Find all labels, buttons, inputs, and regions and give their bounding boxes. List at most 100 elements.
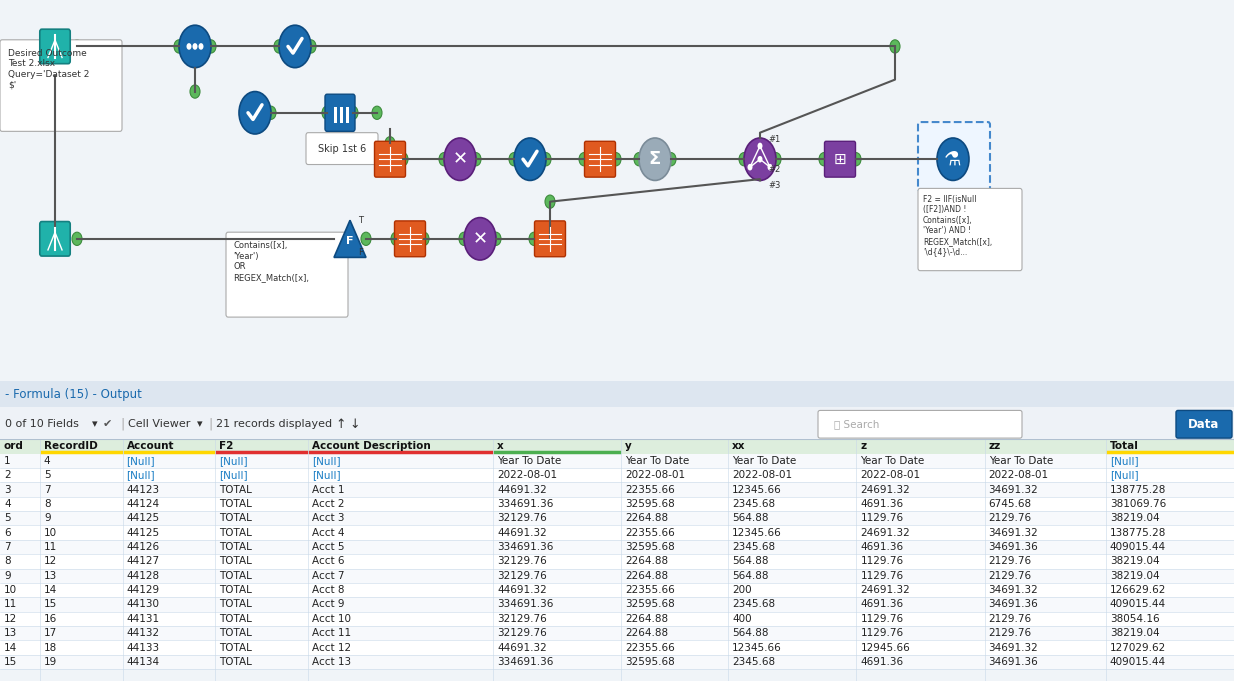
- Text: 2: 2: [4, 470, 11, 480]
- Text: 44133: 44133: [127, 643, 159, 652]
- Circle shape: [274, 39, 284, 53]
- Text: 2264.88: 2264.88: [626, 614, 669, 624]
- Text: #1: #1: [768, 135, 780, 144]
- Circle shape: [439, 153, 449, 166]
- Text: 32595.68: 32595.68: [626, 599, 675, 609]
- Text: 38219.04: 38219.04: [1109, 628, 1160, 638]
- Text: 2264.88: 2264.88: [626, 556, 669, 567]
- Text: [Null]: [Null]: [220, 456, 248, 466]
- Text: Year To Date: Year To Date: [626, 456, 690, 466]
- Text: Acct 13: Acct 13: [312, 657, 350, 667]
- Text: 44691.32: 44691.32: [497, 585, 547, 595]
- Circle shape: [758, 142, 763, 149]
- Bar: [0, 482, 1234, 496]
- Text: 13: 13: [4, 628, 17, 638]
- Text: 2129.76: 2129.76: [988, 571, 1032, 581]
- Text: |: |: [120, 417, 125, 431]
- Bar: [341, 108, 343, 123]
- Text: 1129.76: 1129.76: [860, 628, 903, 638]
- Text: ↑: ↑: [334, 417, 346, 431]
- Text: 2345.68: 2345.68: [732, 599, 775, 609]
- Text: Data: Data: [1188, 417, 1219, 431]
- Text: Year To Date: Year To Date: [732, 456, 796, 466]
- Text: TOTAL: TOTAL: [220, 571, 252, 581]
- Text: Acct 12: Acct 12: [312, 643, 350, 652]
- Circle shape: [420, 232, 429, 245]
- Circle shape: [471, 153, 481, 166]
- Text: ⊞: ⊞: [834, 152, 847, 167]
- Text: [Null]: [Null]: [1109, 470, 1139, 480]
- Circle shape: [348, 106, 358, 119]
- Text: 1129.76: 1129.76: [860, 556, 903, 567]
- Circle shape: [267, 106, 276, 119]
- Text: ▾: ▾: [93, 419, 97, 429]
- Text: 2129.76: 2129.76: [988, 614, 1032, 624]
- FancyBboxPatch shape: [585, 141, 616, 177]
- Text: [Null]: [Null]: [312, 456, 341, 466]
- FancyBboxPatch shape: [1176, 411, 1232, 438]
- Text: Acct 2: Acct 2: [312, 499, 344, 509]
- Text: 38219.04: 38219.04: [1109, 571, 1160, 581]
- Text: 9: 9: [44, 513, 51, 523]
- Text: 4691.36: 4691.36: [860, 599, 903, 609]
- FancyBboxPatch shape: [226, 232, 348, 317]
- Text: 564.88: 564.88: [732, 571, 769, 581]
- Text: 2264.88: 2264.88: [626, 571, 669, 581]
- Text: RecordID: RecordID: [44, 441, 97, 452]
- Text: 2129.76: 2129.76: [988, 628, 1032, 638]
- Text: 7: 7: [4, 542, 11, 552]
- Text: - Formula (15) - Output: - Formula (15) - Output: [5, 388, 142, 402]
- Text: F2: F2: [220, 441, 233, 452]
- Text: F: F: [358, 248, 363, 257]
- Text: 34691.32: 34691.32: [988, 643, 1038, 652]
- Text: 4: 4: [44, 456, 51, 466]
- FancyBboxPatch shape: [395, 221, 426, 257]
- Text: 32129.76: 32129.76: [497, 614, 547, 624]
- Text: 2022-08-01: 2022-08-01: [988, 470, 1049, 480]
- Text: 2264.88: 2264.88: [626, 628, 669, 638]
- Text: zz: zz: [988, 441, 1001, 452]
- Circle shape: [399, 153, 408, 166]
- Text: 38219.04: 38219.04: [1109, 556, 1160, 567]
- Bar: [346, 108, 349, 123]
- Text: 32129.76: 32129.76: [497, 628, 547, 638]
- Text: 2022-08-01: 2022-08-01: [732, 470, 792, 480]
- Text: TOTAL: TOTAL: [220, 513, 252, 523]
- Circle shape: [190, 85, 200, 98]
- Circle shape: [748, 164, 753, 170]
- Text: Cell Viewer: Cell Viewer: [128, 419, 190, 429]
- Text: 19: 19: [44, 657, 57, 667]
- Text: 12345.66: 12345.66: [732, 528, 782, 537]
- Text: TOTAL: TOTAL: [220, 628, 252, 638]
- Text: 22355.66: 22355.66: [626, 643, 675, 652]
- Polygon shape: [334, 220, 366, 257]
- Text: Acct 3: Acct 3: [312, 513, 344, 523]
- Text: ✕: ✕: [473, 229, 487, 248]
- Bar: [0, 597, 1234, 612]
- Text: 2264.88: 2264.88: [626, 513, 669, 523]
- Text: 6745.68: 6745.68: [988, 499, 1032, 509]
- Text: 2129.76: 2129.76: [988, 556, 1032, 567]
- Text: 9: 9: [4, 571, 11, 581]
- Circle shape: [444, 138, 476, 180]
- Text: 10: 10: [4, 585, 17, 595]
- Text: 7: 7: [44, 484, 51, 494]
- Text: xx: xx: [732, 441, 745, 452]
- Text: Year To Date: Year To Date: [860, 456, 924, 466]
- Text: Year To Date: Year To Date: [497, 456, 561, 466]
- Text: Skip 1st 6: Skip 1st 6: [318, 144, 366, 154]
- Bar: [0, 511, 1234, 526]
- FancyBboxPatch shape: [918, 122, 990, 191]
- Circle shape: [279, 25, 311, 67]
- Text: 24691.32: 24691.32: [860, 484, 911, 494]
- Text: 21 records displayed: 21 records displayed: [216, 419, 332, 429]
- Bar: [0, 526, 1234, 540]
- Text: 44128: 44128: [127, 571, 159, 581]
- Text: TOTAL: TOTAL: [220, 614, 252, 624]
- Circle shape: [179, 25, 211, 67]
- Text: ⚗: ⚗: [944, 150, 961, 169]
- Bar: [0, 439, 1234, 454]
- Text: 12945.66: 12945.66: [860, 643, 911, 652]
- Text: #3: #3: [768, 181, 780, 191]
- Text: 32595.68: 32595.68: [626, 499, 675, 509]
